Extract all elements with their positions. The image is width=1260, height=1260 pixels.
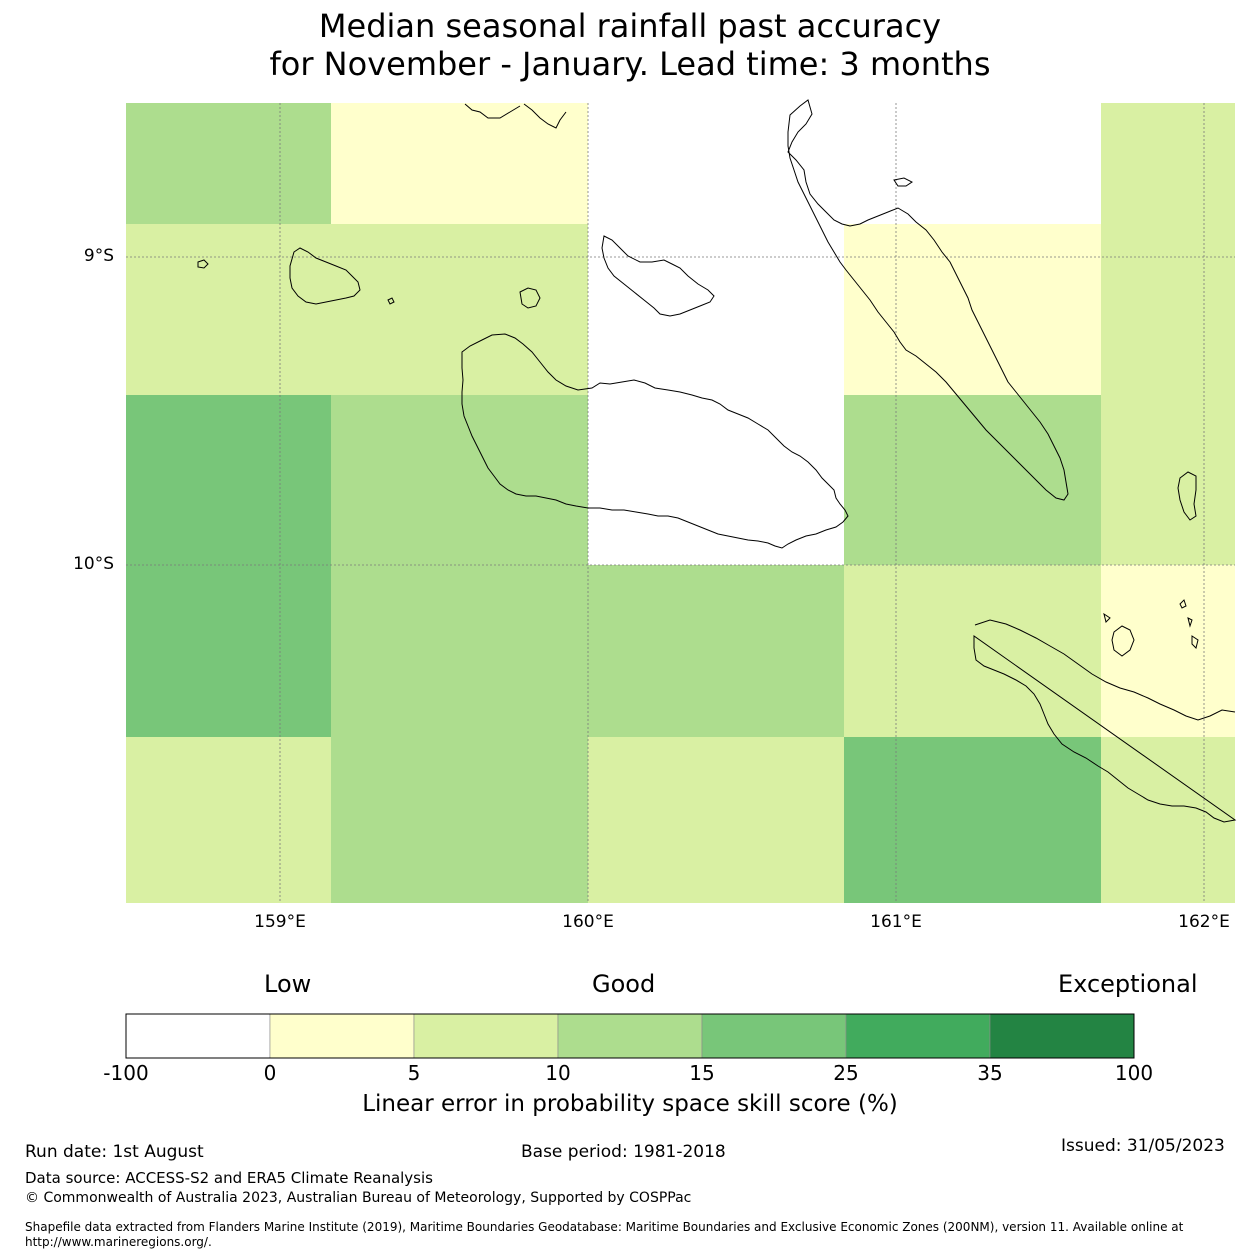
coastline-islet-j	[1191, 635, 1199, 649]
grid-cell-r3-c1	[331, 565, 588, 737]
data-source: Data source: ACCESS-S2 and ERA5 Climate …	[25, 1169, 433, 1187]
lon-label-162e: 162°E	[1178, 912, 1230, 932]
coastline-islet-i	[1187, 617, 1193, 628]
grid-cell-r1-c4	[1101, 224, 1235, 395]
coastline-russell-islands	[289, 247, 361, 305]
colorbar-label-exceptional: Exceptional	[1058, 970, 1198, 998]
grid-cell-r1-c0	[126, 224, 331, 395]
coastline-islet-c	[387, 297, 395, 305]
issued-date: Issued: 31/05/2023	[1061, 1136, 1225, 1156]
grid-cell-r1-c2	[588, 224, 844, 395]
colorbar-label-good: Good	[592, 970, 656, 998]
coastline-guadalcanal	[461, 333, 849, 549]
coastline-islet-a	[519, 287, 541, 309]
map-title-line-2: for November - January. Lead time: 3 mon…	[269, 45, 991, 83]
grid-cell-r0-c2	[588, 103, 844, 224]
colorbar-tick-label: 10	[545, 1061, 571, 1085]
coastline-islet-d	[1177, 471, 1197, 521]
grid-cell-r2-c2	[588, 395, 844, 565]
lon-label-160e: 160°E	[562, 912, 614, 932]
grid-cell-r3-c3	[844, 565, 1101, 737]
run-date: Run date: 1st August	[25, 1142, 204, 1162]
colorbar-tick-label: -100	[103, 1061, 149, 1085]
grid-cell-r4-c0	[126, 737, 331, 903]
grid-cell-r1-c3	[844, 224, 1101, 395]
map-title-line-1: Median seasonal rainfall past accuracy	[318, 7, 942, 45]
grid-cell-r4-c1	[331, 737, 588, 903]
grid-cell-r4-c2	[588, 737, 844, 903]
lat-label-9s: 9°S	[83, 246, 114, 266]
colorbar-label-low: Low	[264, 970, 312, 998]
coastline-islet-f	[893, 177, 913, 187]
graticule	[126, 103, 1235, 903]
coastline-florida-islands	[601, 235, 715, 317]
coastline-makira	[973, 619, 1237, 823]
colorbar-tick-label: 5	[407, 1061, 421, 1085]
colorbar-tick-label: 100	[1114, 1061, 1154, 1085]
grid-cell-r0-c4	[1101, 103, 1235, 224]
coastline-islet-b	[197, 259, 209, 269]
lon-label-159e: 159°E	[254, 912, 306, 932]
colorbar-title: Linear error in probability space skill …	[362, 1091, 898, 1117]
colorbar-tick-label: 0	[263, 1061, 277, 1085]
base-period: Base period: 1981-2018	[521, 1142, 726, 1162]
coastline-islet-e	[1111, 625, 1135, 657]
coastline-islet-g	[1103, 612, 1111, 623]
grid-cell-r4-c3	[844, 737, 1101, 903]
coastlines	[197, 99, 1237, 823]
grid-cell-r1-c1	[331, 224, 588, 395]
coastline-isabel-upper	[787, 99, 1069, 501]
grid-cell-r2-c1	[331, 395, 588, 565]
copyright: © Commonwealth of Australia 2023, Austra…	[25, 1190, 692, 1206]
grid-cell-r4-c4	[1101, 737, 1235, 903]
lon-label-161e: 161°E	[870, 912, 922, 932]
grid-cell-r2-c4	[1101, 395, 1235, 565]
shapefile-note: Shapefile data extracted from Flanders M…	[25, 1220, 1184, 1249]
grid-cell-r2-c3	[844, 395, 1101, 565]
grid-cell-r2-c0	[126, 395, 331, 565]
grid-cell-r0-c3	[844, 103, 1101, 224]
colorbar-tick-label: 15	[689, 1061, 715, 1085]
skill-grid-cells	[126, 103, 1235, 903]
grid-cell-r0-c0	[126, 103, 331, 224]
coastline-north-edge-a	[464, 103, 567, 129]
colorbar-tick-label: 25	[833, 1061, 859, 1085]
grid-cell-r3-c0	[126, 565, 331, 737]
grid-cell-r3-c4	[1101, 565, 1235, 737]
lat-label-10s: 10°S	[73, 554, 114, 574]
coastline-islet-h	[1179, 599, 1187, 609]
grid-cell-r0-c1	[331, 103, 588, 224]
colorbar-tick-label: 35	[977, 1061, 1003, 1085]
grid-cell-r3-c2	[588, 565, 844, 737]
